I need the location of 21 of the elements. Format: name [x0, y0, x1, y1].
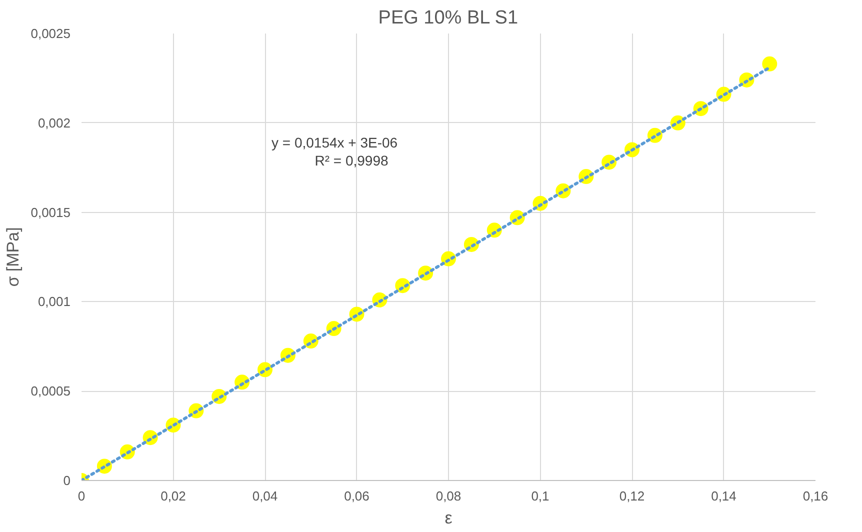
x-tick-label: 0,14: [711, 488, 736, 504]
annotation: R² = 0,9998: [314, 152, 388, 168]
x-tick-label: 0,16: [802, 488, 828, 504]
y-tick-label: 0,0015: [30, 204, 71, 220]
y-tick-label: 0,001: [38, 294, 71, 310]
chart-title: PEG 10% BL S1: [378, 8, 518, 28]
annotation: y = 0,0154x + 3E-06: [272, 134, 398, 150]
x-tick-label: 0,04: [252, 488, 278, 504]
x-tick-label: 0,02: [160, 488, 186, 504]
y-tick-label: 0: [63, 473, 71, 488]
x-tick-label: 0,08: [436, 488, 462, 504]
x-tick-label: 0,12: [619, 488, 645, 504]
x-tick-label: 0: [78, 488, 86, 504]
x-tick-label: 0,06: [344, 488, 370, 504]
x-tick-label: 0,1: [531, 488, 550, 504]
y-axis-title: σ [MPa]: [4, 227, 23, 287]
y-tick-label: 0,002: [38, 115, 71, 130]
point: [762, 56, 778, 72]
y-tick-label: 0,0025: [30, 26, 71, 41]
y-tick-label: 0,0005: [30, 384, 71, 399]
x-axis-title: ε: [444, 508, 453, 528]
